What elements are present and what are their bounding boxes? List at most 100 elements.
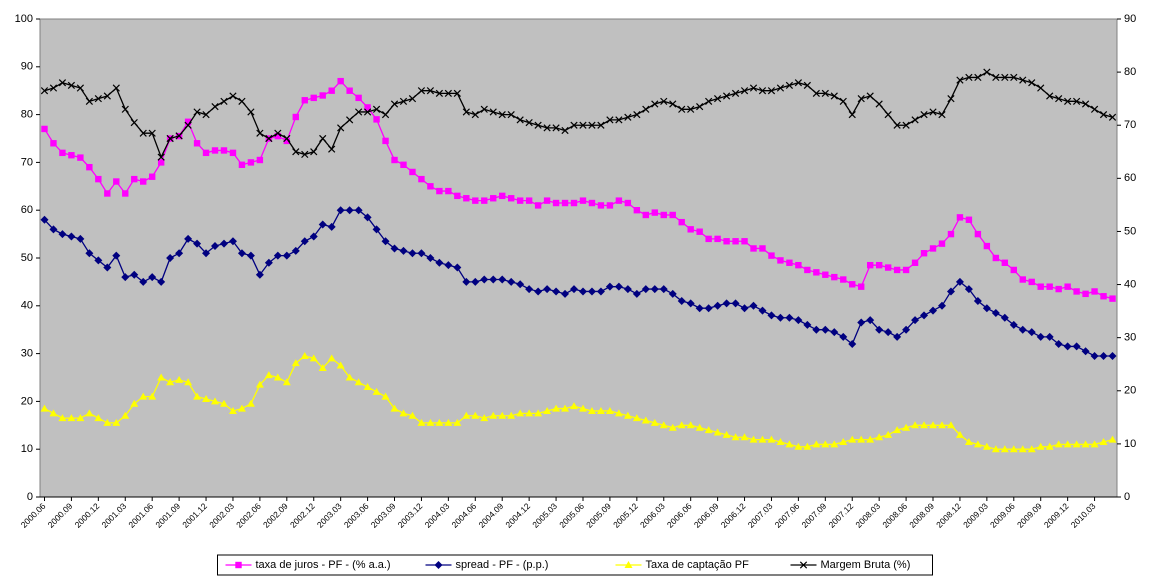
marker	[911, 259, 919, 266]
marker	[328, 87, 335, 94]
marker	[228, 237, 237, 246]
marker	[498, 275, 507, 284]
marker	[641, 416, 650, 424]
x-tick-label: 2003.12	[396, 501, 425, 530]
marker	[839, 97, 847, 105]
marker	[596, 406, 605, 414]
marker	[794, 79, 803, 87]
marker	[543, 285, 552, 294]
marker	[561, 126, 569, 135]
marker	[140, 178, 147, 185]
marker	[587, 287, 596, 296]
marker	[444, 89, 452, 97]
marker	[318, 363, 327, 371]
marker	[427, 183, 434, 190]
marker	[1064, 283, 1071, 290]
marker	[1018, 325, 1027, 334]
marker	[588, 121, 596, 129]
marker	[184, 121, 192, 129]
marker	[516, 197, 524, 204]
marker	[570, 121, 578, 129]
marker	[454, 192, 461, 200]
marker	[1108, 351, 1117, 360]
marker	[1046, 283, 1053, 290]
marker	[767, 311, 776, 320]
marker	[1009, 320, 1018, 329]
marker	[328, 145, 336, 153]
marker	[1082, 290, 1089, 298]
marker	[58, 230, 67, 239]
marker	[1027, 445, 1036, 453]
marker	[434, 561, 443, 569]
y-tick-label: 30	[21, 348, 33, 360]
marker	[408, 411, 417, 419]
marker	[471, 110, 479, 119]
marker	[893, 121, 901, 129]
marker	[974, 73, 982, 82]
marker	[982, 442, 991, 450]
marker	[1055, 95, 1063, 103]
marker	[462, 411, 471, 419]
marker	[695, 423, 704, 431]
marker	[615, 197, 623, 204]
y-tick-label: 60	[21, 204, 33, 216]
marker	[920, 421, 929, 429]
marker	[749, 84, 758, 92]
marker	[1010, 73, 1018, 82]
marker	[614, 282, 623, 291]
y2-tick-label: 80	[1124, 66, 1136, 78]
marker	[973, 440, 982, 448]
marker	[480, 275, 489, 284]
marker	[202, 149, 210, 157]
marker	[363, 108, 372, 116]
marker	[1037, 283, 1044, 290]
marker	[803, 320, 812, 329]
marker	[678, 105, 686, 113]
marker	[767, 435, 776, 443]
marker	[49, 84, 58, 92]
marker	[785, 81, 794, 90]
marker	[964, 438, 973, 446]
marker	[1063, 342, 1072, 351]
marker	[659, 285, 668, 294]
marker	[417, 418, 426, 426]
marker	[534, 409, 543, 417]
marker	[345, 373, 354, 381]
marker	[1091, 288, 1098, 295]
marker	[184, 118, 192, 125]
marker	[947, 230, 955, 238]
legend-box	[217, 554, 933, 576]
marker	[157, 277, 166, 286]
marker	[830, 328, 839, 337]
marker	[983, 242, 991, 250]
marker	[597, 202, 605, 209]
marker	[884, 328, 893, 337]
marker	[606, 116, 614, 124]
marker	[309, 354, 318, 362]
marker	[812, 440, 821, 448]
marker	[113, 178, 120, 185]
marker	[866, 316, 875, 325]
marker	[866, 435, 875, 443]
marker	[722, 92, 731, 100]
marker	[965, 73, 973, 82]
marker	[543, 124, 551, 132]
marker	[76, 84, 85, 92]
marker	[1063, 440, 1072, 448]
x-tick-label: 2009.12	[1042, 501, 1071, 530]
marker	[399, 246, 408, 255]
marker	[300, 237, 309, 246]
marker	[481, 197, 488, 204]
marker	[139, 277, 148, 286]
marker	[857, 318, 866, 327]
marker	[282, 378, 291, 386]
marker	[256, 129, 264, 137]
marker	[578, 287, 587, 296]
marker	[489, 411, 498, 419]
marker	[255, 380, 264, 388]
marker	[740, 304, 749, 313]
marker	[337, 124, 345, 132]
marker	[418, 175, 425, 183]
marker	[229, 149, 237, 157]
marker	[363, 383, 372, 391]
